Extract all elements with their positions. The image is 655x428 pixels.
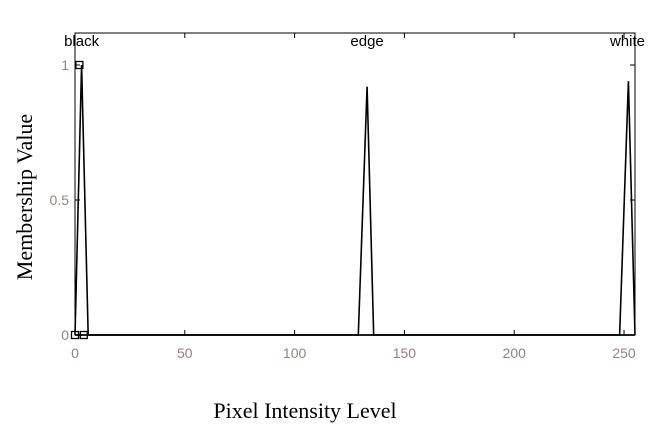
- y-tick-label: 0.5: [50, 192, 70, 208]
- x-tick-label: 200: [503, 345, 527, 361]
- x-tick-label: 0: [71, 345, 79, 361]
- x-axis-title: Pixel Intensity Level: [213, 398, 396, 423]
- vertex-marker: [70, 330, 80, 340]
- y-axis-title: Membership Value: [12, 114, 37, 280]
- series-label-white: white: [609, 33, 645, 50]
- series-group: [74, 64, 636, 336]
- vertex-marker: [75, 60, 84, 70]
- x-tick-label: 50: [177, 345, 193, 361]
- series-label-black: black: [64, 33, 100, 50]
- x-tick-label: 250: [612, 345, 636, 361]
- vertex-marker: [79, 330, 88, 340]
- axis-ticks: 0 50 100 150 200 250 0 0.5 1: [50, 33, 636, 361]
- label-group: black edge white: [64, 33, 645, 50]
- series-line-white: [75, 81, 636, 336]
- x-tick-label: 100: [283, 345, 307, 361]
- y-tick-label: 0: [61, 327, 69, 343]
- x-tick-label: 150: [393, 345, 417, 361]
- y-tick-label: 1: [61, 57, 69, 73]
- series-label-edge: edge: [350, 33, 383, 50]
- marker-group: [70, 60, 88, 340]
- plot-area: [74, 32, 636, 336]
